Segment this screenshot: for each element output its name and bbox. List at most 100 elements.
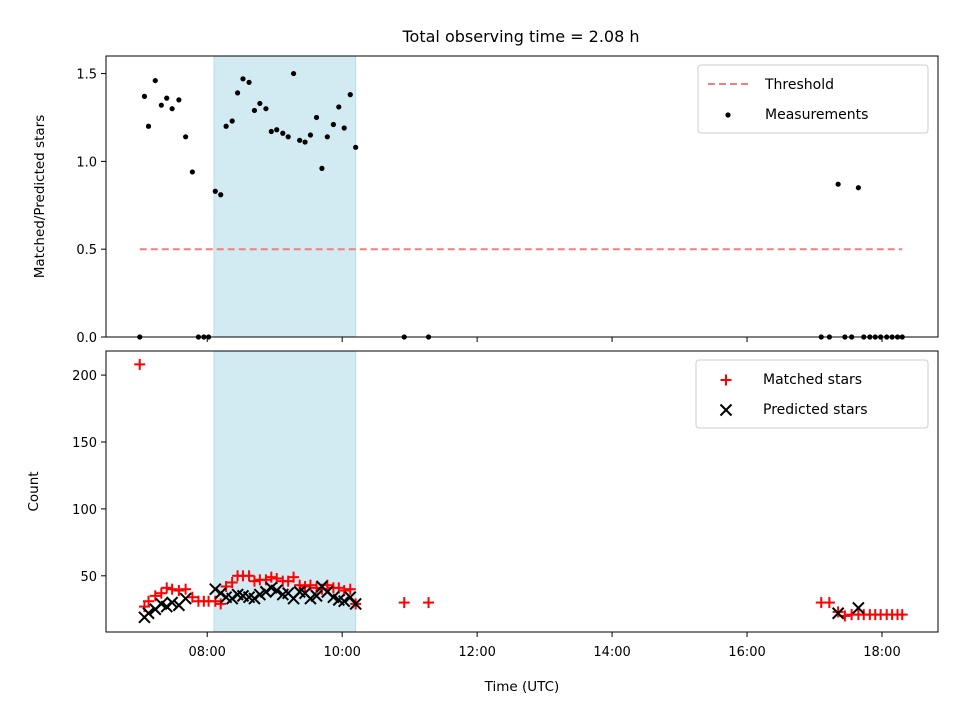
top-legend-box: [697, 64, 929, 134]
predicted-point: [304, 592, 317, 605]
measurement-points: [137, 70, 905, 340]
legend-measurements-symbol: [725, 112, 731, 118]
legend-threshold-label: Threshold: [764, 77, 834, 93]
cross-b: [831, 607, 845, 620]
cross-b: [219, 591, 233, 604]
cross-b: [852, 601, 865, 615]
measurement-point: [341, 125, 347, 131]
measurement-point: [313, 114, 320, 121]
predicted-point: [165, 596, 179, 609]
predicted-point: [337, 595, 351, 608]
measurement-point: [297, 137, 303, 143]
top-legend: Threshold Measurements: [697, 64, 929, 134]
bottom-y-ticks: 50 100 150 200: [72, 369, 106, 585]
predicted-star-points: [138, 580, 865, 624]
measurement-point: [246, 79, 252, 85]
x-tick-label: 14:00: [593, 645, 630, 660]
cross-b: [253, 588, 267, 601]
measurement-point: [176, 97, 182, 103]
y-tick-label: 1.0: [76, 155, 97, 170]
measurement-point: [319, 165, 325, 171]
legend-predicted-label: Predicted stars: [763, 402, 868, 418]
cross-b: [179, 592, 192, 605]
measurement-point: [280, 130, 286, 136]
matched-point: [215, 598, 227, 610]
matched-point: [423, 597, 435, 609]
legend-predicted-symbol: [719, 403, 733, 417]
legend-measurements-label: Measurements: [765, 107, 868, 123]
x-tick-label: 12:00: [458, 645, 495, 660]
cross-b: [142, 607, 155, 620]
matched-point: [288, 571, 300, 583]
cross-b: [165, 596, 179, 609]
measurement-point: [347, 92, 353, 98]
matched-point: [173, 585, 185, 597]
measurement-point: [835, 181, 841, 187]
measurement-point: [285, 134, 291, 140]
measurement-point: [307, 132, 314, 138]
matched-point: [226, 576, 238, 588]
matched-point: [265, 571, 277, 583]
predicted-point: [831, 607, 845, 620]
matched-point: [149, 590, 161, 602]
measurement-point: [212, 188, 218, 194]
cross-b: [719, 403, 733, 417]
cross-b: [293, 585, 306, 599]
y-tick-label: 0.5: [76, 243, 97, 258]
measurement-point: [164, 95, 170, 101]
matched-point: [186, 591, 198, 603]
matched-point: [155, 587, 167, 599]
measurement-point: [290, 70, 297, 77]
matched-point: [338, 585, 350, 597]
cross-b: [270, 584, 283, 597]
y-tick-label: 0.0: [76, 331, 97, 346]
measurement-point: [257, 100, 263, 107]
matched-point: [344, 583, 356, 595]
measurement-point: [229, 118, 235, 124]
matched-point: [134, 358, 146, 370]
legend-plus: [720, 374, 732, 386]
bottom-axes-frame: [105, 350, 939, 633]
bottom-legend: Matched stars Predicted stars: [695, 359, 929, 429]
cross-b: [349, 597, 362, 611]
cross-b: [242, 591, 256, 604]
bottom-y-axis-label: Count: [26, 471, 42, 511]
y-tick-label: 1.5: [76, 68, 97, 83]
cross-b: [337, 595, 351, 608]
measurement-point: [330, 121, 336, 128]
x-tick-label: 16:00: [728, 645, 765, 660]
measurement-point: [324, 134, 330, 140]
cross-b: [344, 591, 357, 604]
ratio-panel: 0.0 0.5 1.0 1.5 Matched/Predicted stars Thr…: [32, 55, 939, 346]
measurement-point: [855, 185, 861, 191]
measurement-point: [152, 77, 158, 84]
matched-star-points: [134, 358, 908, 622]
bottom-legend-box: [695, 359, 929, 429]
y-tick-label: 50: [80, 570, 97, 585]
measurement-point: [234, 90, 241, 96]
count-panel: 50 100 150 200 08:00 10:00 12:00 14:00 16:00 18:…: [26, 350, 939, 695]
cross-b: [155, 597, 168, 611]
measurement-point: [169, 106, 175, 112]
cross-b: [332, 593, 346, 607]
x-tick-label: 18:00: [863, 645, 900, 660]
top-y-axis-label: Matched/Predicted stars: [32, 115, 48, 278]
matched-point: [823, 597, 835, 609]
x-tick-label: 10:00: [323, 645, 360, 660]
matched-point: [220, 581, 232, 593]
bottom-x-ticks: 08:00 10:00 12:00 14:00 16:00 18:00: [188, 632, 901, 660]
measurement-point: [145, 123, 152, 129]
matched-point: [243, 570, 255, 582]
matched-point: [896, 609, 908, 621]
measurement-point: [218, 192, 224, 198]
legend-matched-label: Matched stars: [763, 372, 862, 388]
predicted-point: [142, 607, 155, 620]
y-tick-label: 100: [72, 503, 97, 518]
matched-point: [166, 583, 178, 595]
measurement-point: [268, 128, 274, 135]
measurement-point: [263, 106, 269, 112]
top-axes-frame: [105, 55, 939, 338]
measurement-point: [336, 104, 342, 110]
matched-point: [143, 595, 155, 607]
y-tick-label: 150: [72, 436, 97, 451]
